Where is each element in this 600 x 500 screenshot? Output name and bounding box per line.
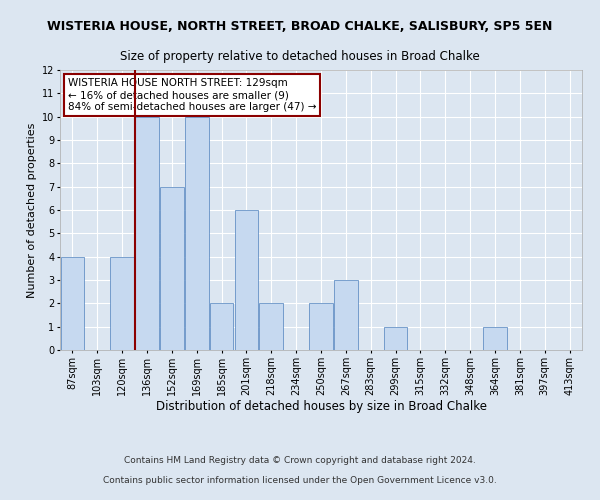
- Text: Contains public sector information licensed under the Open Government Licence v3: Contains public sector information licen…: [103, 476, 497, 485]
- Bar: [259, 304, 283, 350]
- Bar: [61, 256, 84, 350]
- Bar: [384, 326, 407, 350]
- Bar: [483, 326, 507, 350]
- Bar: [309, 304, 333, 350]
- Text: Size of property relative to detached houses in Broad Chalke: Size of property relative to detached ho…: [120, 50, 480, 63]
- Bar: [110, 256, 134, 350]
- Bar: [334, 280, 358, 350]
- Text: Contains HM Land Registry data © Crown copyright and database right 2024.: Contains HM Land Registry data © Crown c…: [124, 456, 476, 465]
- Bar: [135, 116, 159, 350]
- Bar: [185, 116, 209, 350]
- Bar: [235, 210, 258, 350]
- Y-axis label: Number of detached properties: Number of detached properties: [26, 122, 37, 298]
- X-axis label: Distribution of detached houses by size in Broad Chalke: Distribution of detached houses by size …: [155, 400, 487, 413]
- Text: WISTERIA HOUSE NORTH STREET: 129sqm
← 16% of detached houses are smaller (9)
84%: WISTERIA HOUSE NORTH STREET: 129sqm ← 16…: [68, 78, 316, 112]
- Bar: [160, 186, 184, 350]
- Bar: [210, 304, 233, 350]
- Text: WISTERIA HOUSE, NORTH STREET, BROAD CHALKE, SALISBURY, SP5 5EN: WISTERIA HOUSE, NORTH STREET, BROAD CHAL…: [47, 20, 553, 33]
